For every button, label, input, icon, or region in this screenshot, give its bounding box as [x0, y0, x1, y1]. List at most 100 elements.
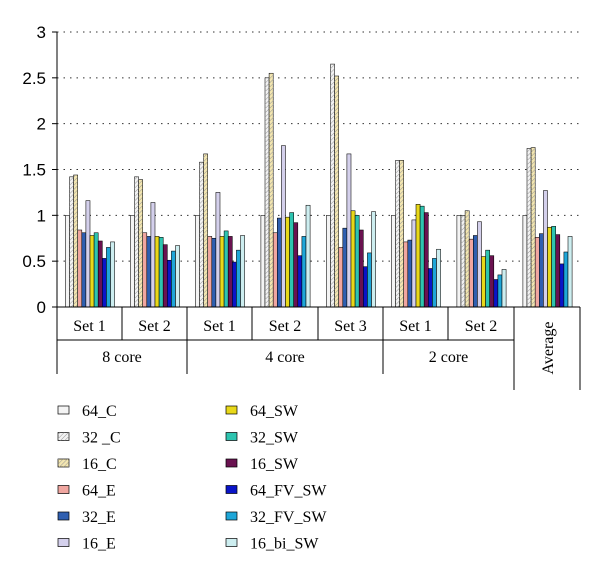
y-tick-label: 0.5	[22, 252, 46, 271]
legend-label: 64_E	[82, 483, 116, 500]
bar	[411, 219, 417, 308]
legend-label: 32_E	[82, 509, 116, 526]
legend-swatch-hatch	[58, 432, 69, 441]
bar	[293, 222, 299, 308]
y-tick-labels: 0 0.5 1 1.5 2 2.5 3	[22, 23, 46, 317]
bar	[350, 210, 356, 308]
legend-label: 32_FV_SW	[250, 509, 327, 526]
bar	[342, 227, 348, 308]
bar	[130, 215, 135, 308]
bar	[485, 249, 490, 308]
bar	[106, 247, 111, 308]
bar	[154, 236, 160, 308]
bar-hatch	[199, 162, 204, 307]
bar	[102, 258, 107, 308]
legend-label: 64_FV_SW	[250, 483, 327, 500]
bar-hatch	[465, 210, 470, 307]
bar	[326, 215, 331, 308]
bar-hatch	[399, 160, 404, 307]
bar	[150, 202, 156, 308]
bar-hatch	[73, 175, 78, 307]
group-label: 8 core	[102, 349, 142, 366]
bar-hatch	[531, 147, 536, 307]
legend-swatch	[225, 511, 238, 521]
bar	[162, 244, 168, 308]
bar	[89, 235, 95, 308]
category-label: Set 1	[73, 318, 105, 335]
category-label: Set 3	[334, 318, 366, 335]
bar	[391, 215, 396, 308]
bar	[85, 200, 91, 308]
y-tick-label: 1	[37, 206, 46, 225]
bar	[428, 268, 433, 308]
category-label: Set 2	[269, 318, 301, 335]
bar	[260, 215, 266, 308]
bar	[281, 145, 286, 308]
y-tick-label: 2.5	[22, 69, 46, 88]
bar	[563, 251, 569, 308]
bar	[158, 237, 164, 308]
bar	[489, 255, 495, 308]
bar-hatch	[527, 148, 532, 307]
bar	[567, 236, 573, 308]
bar	[522, 215, 528, 308]
bar	[236, 249, 241, 308]
bar	[289, 212, 294, 308]
legend-label: 32 _C	[82, 430, 121, 447]
category-label: Set 1	[203, 318, 235, 335]
category-labels: Set 1 Set 2 Set 1 Set 2 Set 3 Set 1 Set 2 Avera…	[73, 318, 557, 375]
category-label: Set 2	[465, 318, 497, 335]
bar	[493, 279, 499, 308]
bars	[65, 63, 573, 308]
bar	[167, 259, 172, 308]
legend-swatch	[225, 405, 238, 415]
bar-hatch	[395, 160, 400, 307]
bar	[367, 252, 372, 308]
bar	[501, 269, 507, 308]
bar	[285, 216, 290, 308]
legend-label: 16_bi_SW	[250, 536, 319, 553]
bar	[468, 238, 474, 308]
bar	[207, 236, 213, 308]
bar	[297, 255, 303, 308]
legend-swatch	[225, 538, 238, 547]
bar-hatch	[138, 179, 143, 307]
bar	[481, 256, 486, 308]
bar	[219, 236, 225, 308]
bar-hatch	[203, 153, 208, 307]
bar	[436, 248, 441, 308]
legend-swatch	[57, 538, 70, 547]
axes	[52, 31, 581, 390]
bar	[477, 221, 482, 308]
bar-hatch	[265, 77, 270, 307]
group-label: 2 core	[429, 349, 469, 366]
bar	[277, 217, 282, 308]
bar	[407, 239, 413, 308]
bar	[419, 205, 425, 308]
legend-swatch	[225, 432, 238, 441]
y-tick-label: 0	[37, 298, 46, 317]
category-label: Average	[540, 322, 557, 375]
bar	[358, 229, 364, 308]
bar	[473, 235, 478, 308]
bar-hatch	[461, 215, 466, 307]
bar-hatch	[334, 76, 339, 307]
bar	[65, 215, 70, 308]
bar	[215, 192, 221, 308]
bar	[146, 236, 152, 308]
bar	[240, 235, 245, 308]
bar	[305, 204, 311, 308]
bar	[559, 263, 565, 308]
bar	[110, 241, 115, 308]
legend-swatch	[225, 458, 238, 468]
legend-swatch	[225, 485, 238, 494]
legend-label: 64_SW	[250, 403, 299, 420]
legend-label: 32_SW	[250, 430, 299, 447]
y-tick-label: 1.5	[22, 161, 46, 180]
y-tick-label: 3	[37, 23, 46, 42]
bar	[403, 241, 409, 308]
bar	[211, 237, 217, 308]
bar	[539, 233, 544, 308]
bar	[555, 234, 561, 308]
legend-swatch	[57, 405, 70, 415]
